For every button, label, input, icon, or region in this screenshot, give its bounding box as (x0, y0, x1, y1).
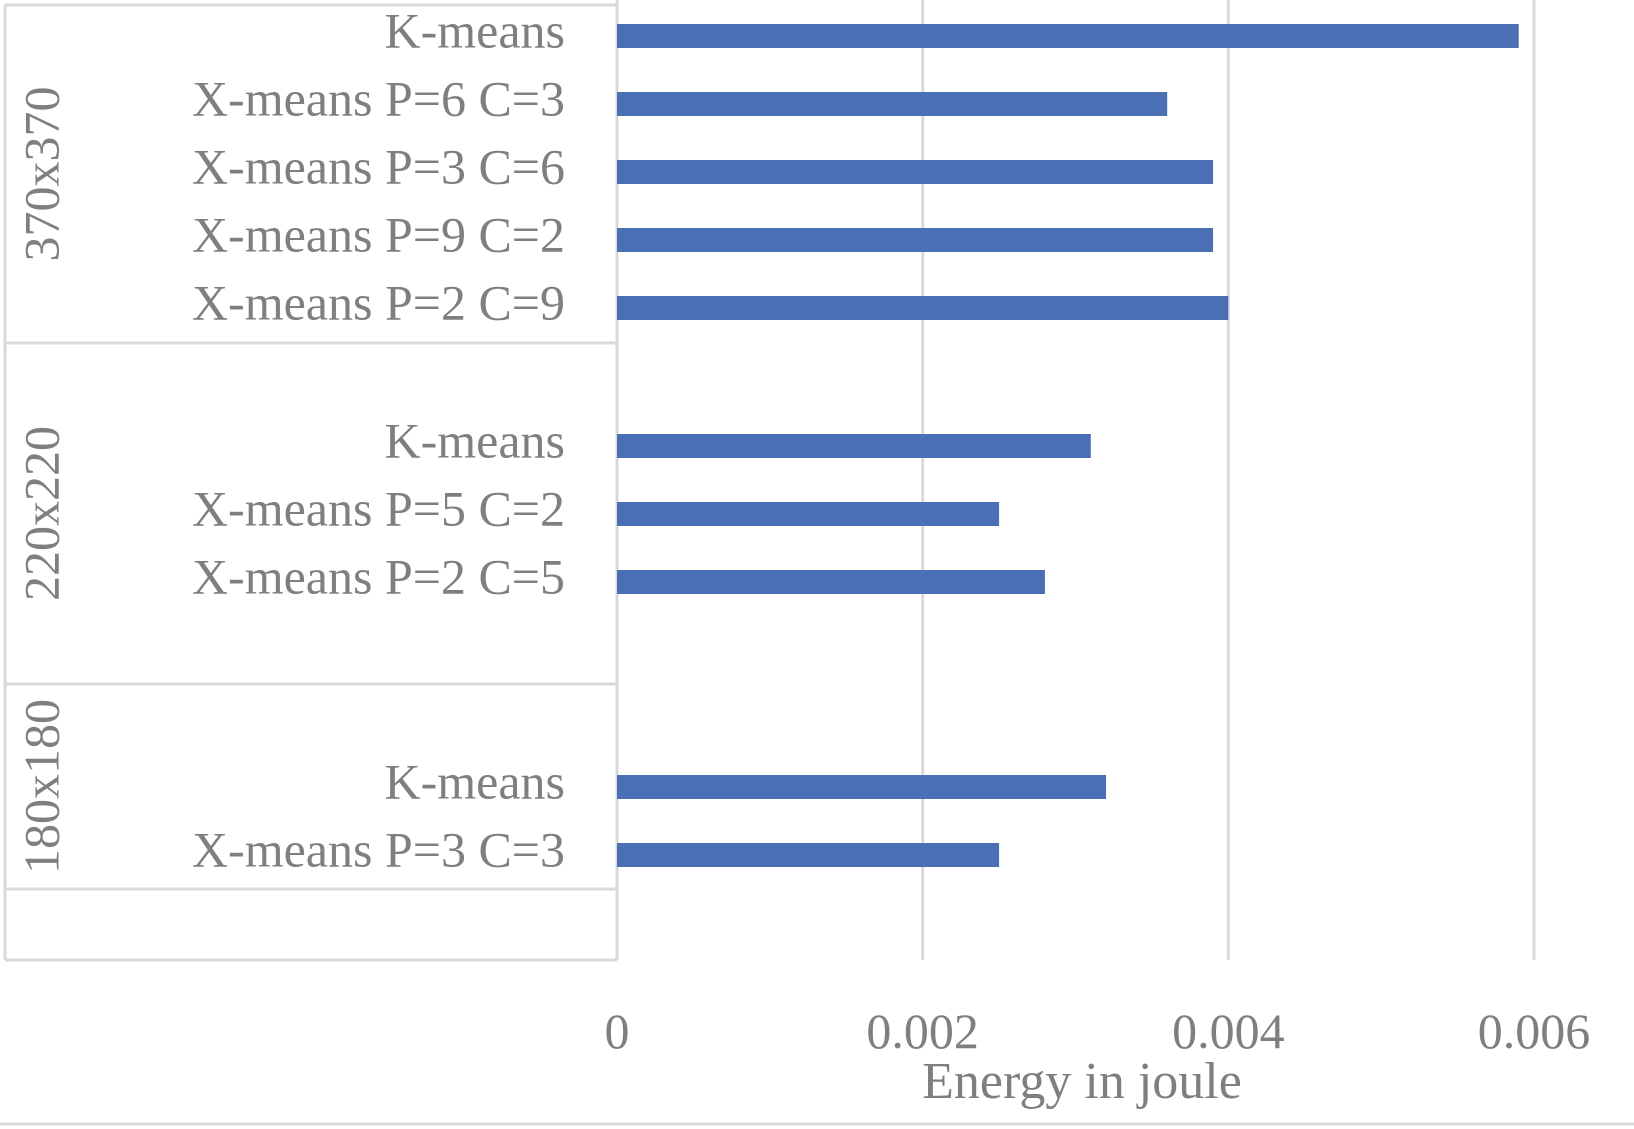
category-labels: K-means X-means P=6 C=3 X-means P=3 C=6 X-m… (192, 2, 565, 877)
category-label-1-2: X-means P=2 C=5 (192, 548, 565, 604)
bar-1-1 (617, 502, 1000, 526)
bars (617, 24, 1519, 867)
x-axis-tick-labels: 0 0.002 0.004 0.006 (605, 1003, 1591, 1059)
bar-2-0 (617, 775, 1107, 799)
bar-2-1 (617, 843, 1000, 867)
bar-0-1 (617, 92, 1168, 116)
bar-0-0 (617, 24, 1519, 48)
category-label-0-4: X-means P=2 C=9 (192, 274, 565, 330)
gridlines (615, 0, 1536, 960)
x-tick-label-0: 0 (605, 1003, 630, 1059)
category-label-2-1: X-means P=3 C=3 (192, 821, 565, 877)
category-label-2-0: K-means (385, 753, 566, 809)
category-label-0-0: K-means (385, 2, 566, 58)
bar-0-3 (617, 228, 1214, 252)
x-tick-label-2: 0.004 (1172, 1003, 1285, 1059)
bar-1-0 (617, 434, 1091, 458)
group-label-1: 220x220 (13, 426, 69, 601)
category-label-0-2: X-means P=3 C=6 (192, 138, 565, 194)
category-label-1-0: K-means (385, 412, 566, 468)
category-label-0-3: X-means P=9 C=2 (192, 206, 565, 262)
group-label-0: 370x370 (13, 87, 69, 262)
bar-1-2 (617, 570, 1045, 594)
x-axis-title: Energy in joule (922, 1053, 1242, 1110)
bar-0-4 (617, 296, 1229, 320)
category-label-0-1: X-means P=6 C=3 (192, 70, 565, 126)
category-label-1-1: X-means P=5 C=2 (192, 480, 565, 536)
x-tick-label-1: 0.002 (866, 1003, 979, 1059)
group-labels: 370x370 220x220 180x180 (13, 87, 69, 875)
group-label-2: 180x180 (13, 699, 69, 874)
x-tick-label-3: 0.006 (1478, 1003, 1591, 1059)
bar-0-2 (617, 160, 1214, 184)
